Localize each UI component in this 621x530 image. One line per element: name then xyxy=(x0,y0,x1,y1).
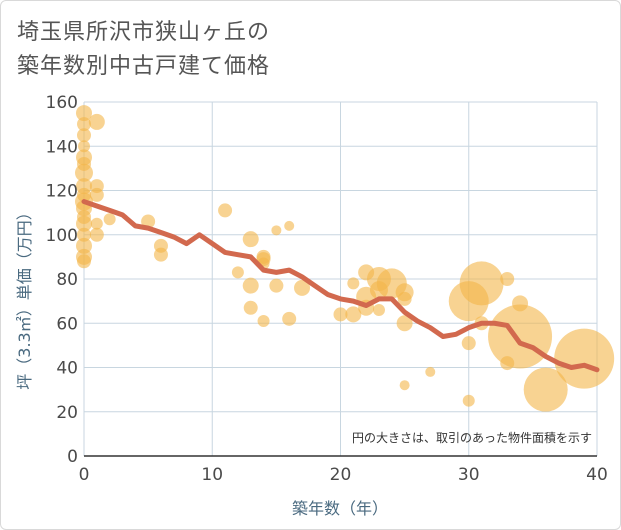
bubble-point xyxy=(77,117,91,132)
bubble-point xyxy=(242,231,259,248)
bubble-point xyxy=(77,254,91,269)
bubble-point xyxy=(89,227,104,242)
x-tick-label: 0 xyxy=(79,465,90,485)
grid xyxy=(83,101,598,457)
bubble-point xyxy=(397,291,412,306)
bubble-point xyxy=(76,237,92,254)
bubble-point xyxy=(78,140,90,153)
bubble-point xyxy=(284,220,295,231)
chart-title-line-1: 埼玉県所沢市狭山ヶ丘の xyxy=(17,20,271,45)
bubble-point xyxy=(75,163,93,182)
bubble-point xyxy=(103,213,116,226)
bubble-point xyxy=(462,394,475,407)
bubble-point xyxy=(500,272,515,286)
bubble-point xyxy=(88,113,105,130)
area-note: 円の大きさは、取引のあった物件面積を示す xyxy=(352,430,592,445)
y-tick-label: 140 xyxy=(46,137,78,157)
bubble-point xyxy=(372,303,385,316)
chart-title-line-2: 築年数別中古戸建て価格 xyxy=(17,54,271,79)
bubble-point xyxy=(345,306,362,323)
bubble-point xyxy=(243,300,258,315)
y-axis-ticks: 0 20 40 60 80 100 120 140 160 xyxy=(46,93,78,467)
bubble-point xyxy=(347,277,360,290)
bubble-point xyxy=(153,247,168,262)
x-tick-label: 10 xyxy=(201,465,223,485)
y-tick-label: 60 xyxy=(56,314,78,334)
bubble-point xyxy=(425,366,436,377)
bubble-point xyxy=(76,215,92,232)
y-tick-label: 160 xyxy=(46,93,78,113)
bubble-point xyxy=(294,279,311,296)
bubble-point xyxy=(218,203,233,218)
y-tick-label: 20 xyxy=(56,403,78,423)
bubble-point xyxy=(554,328,615,389)
bubble-point xyxy=(523,367,568,412)
bubble-point xyxy=(271,225,282,236)
y-tick-label: 100 xyxy=(46,226,78,246)
x-tick-label: 30 xyxy=(458,465,480,485)
y-axis-title: 坪（3.3㎡）単価（万円） xyxy=(15,204,34,389)
y-tick-label: 80 xyxy=(56,270,78,290)
y-tick-label: 40 xyxy=(56,359,78,379)
bubble-point xyxy=(89,187,104,202)
y-tick-label: 120 xyxy=(46,182,78,202)
bubble-point xyxy=(459,261,504,306)
x-axis-ticks: 0 10 20 30 40 xyxy=(79,465,608,485)
bubble-point xyxy=(257,315,270,328)
y-tick-label: 0 xyxy=(67,447,78,467)
bubble-point xyxy=(488,304,553,369)
chart-title: 埼玉県所沢市狭山ヶ丘の 築年数別中古戸建て価格 xyxy=(17,16,270,84)
bubble-point xyxy=(333,307,348,322)
bubble-point xyxy=(461,336,476,351)
bubble-series xyxy=(75,105,615,412)
x-tick-label: 20 xyxy=(330,465,352,485)
x-axis-title: 築年数（年） xyxy=(292,499,388,518)
bubble-point xyxy=(269,278,284,293)
bubble-point xyxy=(76,105,92,122)
bubble-point xyxy=(282,311,297,326)
bubble-point xyxy=(399,380,410,391)
trend-line xyxy=(81,199,600,373)
bubble-point xyxy=(396,315,413,332)
bubble-point xyxy=(231,266,244,279)
bubble-point xyxy=(242,277,259,294)
bubble-point xyxy=(90,217,103,230)
x-tick-label: 40 xyxy=(586,465,608,485)
bubble-point xyxy=(77,128,91,143)
bubble-point xyxy=(77,227,91,242)
